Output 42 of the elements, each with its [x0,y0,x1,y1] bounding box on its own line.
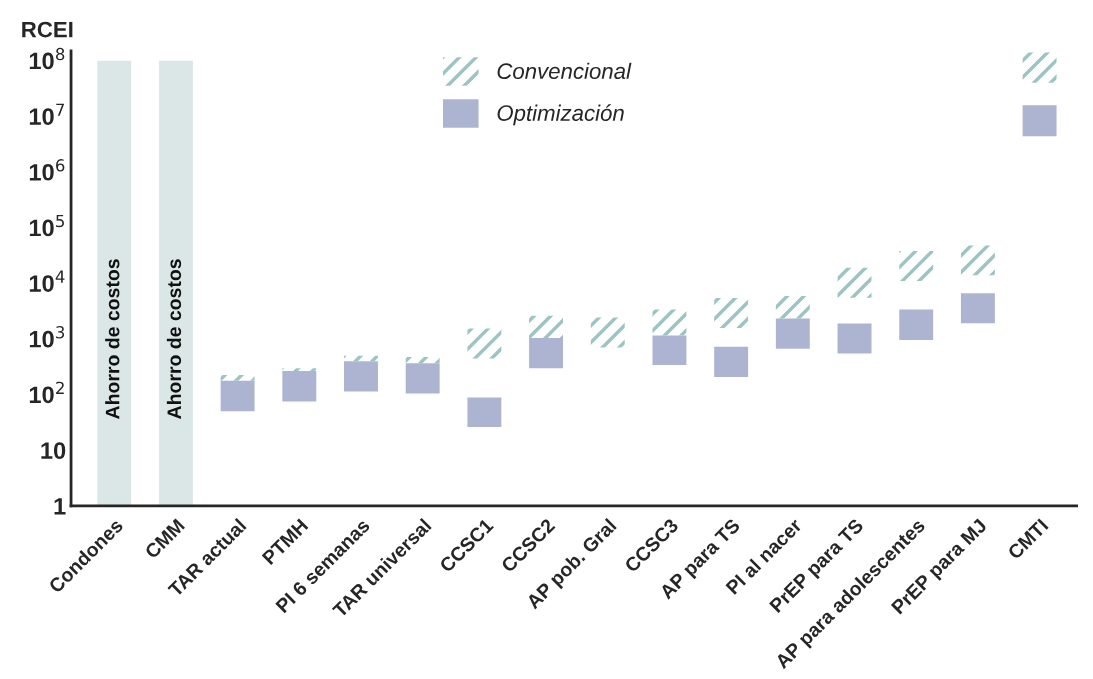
bar [714,297,749,328]
bar [837,267,872,298]
bar [714,346,749,377]
bar [775,318,810,349]
y-tick-label: 10$^{7}$ [29,103,64,125]
bar [97,60,132,506]
bar [652,335,687,365]
bar [837,323,872,354]
bar [282,371,317,402]
data-label: Ahorro de costos [105,259,120,419]
bar [1022,105,1057,137]
bar [405,363,440,394]
bar [220,380,255,412]
bar [220,375,255,381]
bar [529,337,564,369]
bar [960,293,995,324]
y-tick-label: 10$^{5}$ [29,214,64,237]
bar [960,245,995,276]
y-axis-title: RCEI [22,21,73,38]
bar [529,315,564,338]
bar [158,60,193,506]
data-label: Ahorro de costos [166,259,182,419]
bar [652,309,687,336]
legend-label: Optimización [497,104,624,126]
bar [1022,52,1057,83]
legend-label: Convencional [497,62,632,80]
y-tick-label: 10 [41,442,66,459]
y-tick-label: 10$^{2}$ [29,381,64,404]
y-tick-label: 10$^{4}$ [29,270,65,292]
bar [405,356,440,364]
bar [344,361,378,392]
bar [282,368,317,372]
y-tick-label: 1 [54,498,66,515]
bar [467,328,502,359]
bar [899,309,934,340]
y-tick-label: 10$^{3}$ [29,326,65,348]
bar [467,397,502,428]
bar [590,317,625,348]
y-tick-label: 10$^{8}$ [29,47,65,70]
y-tick-label: 10$^{6}$ [29,159,65,181]
bar [899,251,934,281]
bar [775,296,810,319]
